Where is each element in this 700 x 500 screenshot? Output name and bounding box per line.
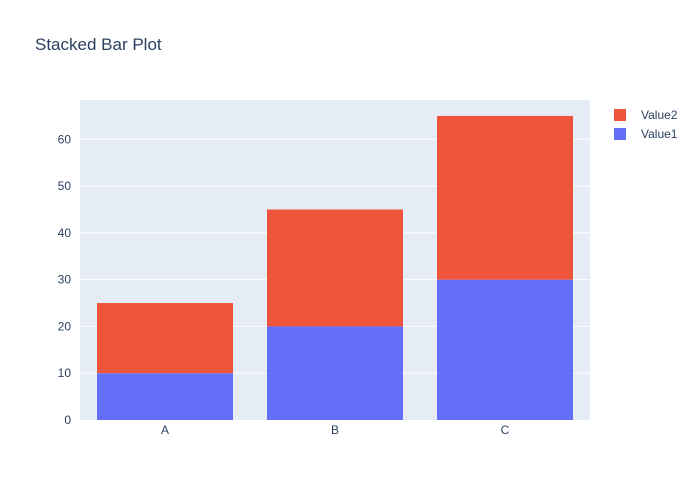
y-axis-ticks: 0 10 20 30 40 50 60 [58, 132, 72, 427]
y-tick-label: 50 [58, 179, 72, 193]
bars [97, 115, 573, 420]
y-tick-label: 60 [58, 132, 72, 146]
y-tick-label: 40 [58, 226, 72, 240]
legend-label: Value2 [641, 108, 678, 122]
legend-item-value2[interactable]: Value2 [614, 108, 678, 122]
bar-value1-a[interactable] [97, 373, 233, 420]
y-tick-label: 10 [58, 366, 72, 380]
bar-value2-a[interactable] [97, 303, 233, 374]
x-tick-label: A [161, 423, 169, 437]
x-tick-label: B [331, 423, 339, 437]
y-tick-label: 20 [58, 319, 72, 333]
legend[interactable]: Value2 Value1 [614, 108, 678, 141]
x-axis-ticks: A B C [161, 423, 510, 437]
chart-title: Stacked Bar Plot [35, 35, 162, 54]
legend-swatch [614, 128, 626, 140]
y-tick-label: 0 [64, 413, 71, 427]
x-tick-label: C [501, 423, 510, 437]
bar-value1-b[interactable] [267, 326, 403, 420]
bar-value2-b[interactable] [267, 209, 403, 327]
bar-value1-c[interactable] [437, 279, 573, 420]
legend-label: Value1 [641, 127, 678, 141]
legend-swatch [614, 109, 626, 121]
y-tick-label: 30 [58, 273, 72, 287]
legend-item-value1[interactable]: Value1 [614, 127, 678, 141]
bar-value2-c[interactable] [437, 115, 573, 280]
